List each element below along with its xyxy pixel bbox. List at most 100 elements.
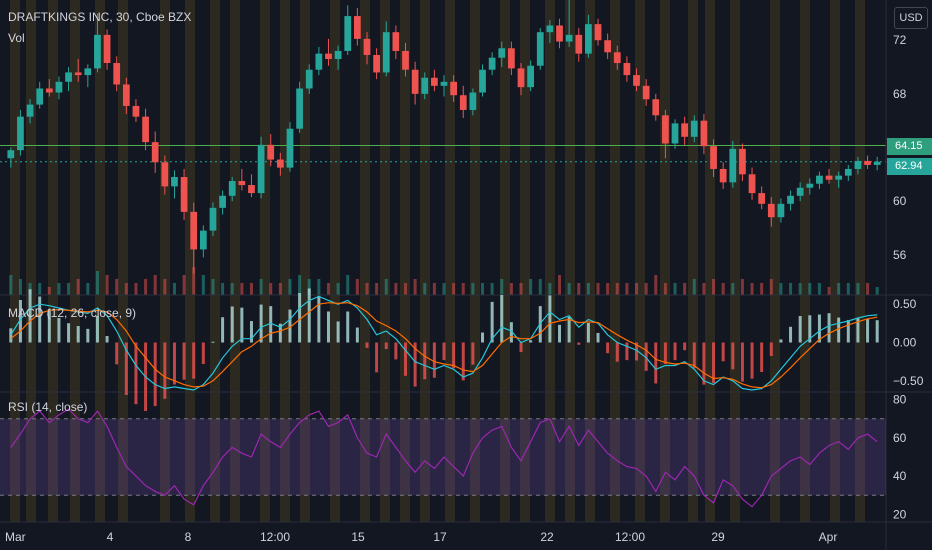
candle-body	[161, 162, 169, 187]
candle-body	[690, 120, 698, 137]
rsi-line	[10, 408, 878, 508]
candle-body	[700, 120, 708, 147]
macd-histogram-bar	[67, 323, 71, 343]
candle-body	[228, 181, 236, 196]
macd-histogram-bar	[76, 326, 80, 343]
macd-histogram-bar	[808, 315, 812, 343]
candle-body	[431, 77, 438, 86]
macd-histogram-bar	[28, 289, 32, 343]
volume-bar	[673, 283, 677, 295]
macd-histogram-bar	[163, 342, 167, 399]
candle-body	[113, 63, 121, 85]
volume-bar	[375, 283, 379, 295]
candle-body	[844, 168, 852, 176]
candle-body	[286, 128, 294, 168]
currency-badge[interactable]: USD	[894, 7, 928, 29]
volume-label[interactable]: Vol	[8, 31, 25, 45]
candle-body	[84, 68, 92, 76]
volume-bar	[702, 283, 706, 295]
candle-body	[344, 16, 352, 51]
volume-bar	[577, 283, 581, 295]
macd-histogram-bar	[769, 342, 773, 356]
volume-bar	[9, 275, 13, 295]
macd-histogram-bar	[57, 317, 61, 343]
candle-body	[373, 54, 380, 73]
macd-tick-label: 0.50	[893, 297, 917, 311]
candle-body	[652, 99, 660, 116]
macd-histogram-bar	[683, 342, 687, 351]
candle-body	[796, 187, 804, 196]
candle-body	[479, 69, 486, 93]
macd-histogram-bar	[336, 321, 340, 343]
time-tick-label: 22	[540, 530, 554, 544]
candle-body	[382, 32, 390, 73]
macd-histogram-bar	[9, 328, 13, 343]
candle-body	[151, 142, 159, 163]
macd-histogram-bar	[750, 342, 754, 379]
macd-histogram-bar	[413, 342, 417, 387]
candle-body	[103, 34, 111, 64]
session-stripe	[800, 0, 810, 522]
volume-bar	[403, 283, 407, 295]
time-tick-label: 4	[107, 530, 114, 544]
macd-histogram-bar	[558, 324, 562, 343]
rsi-title[interactable]: RSI (14, close)	[8, 400, 88, 414]
volume-bar	[567, 283, 571, 295]
volume-bar	[529, 279, 533, 295]
session-stripe	[660, 0, 670, 522]
candle-body	[681, 123, 689, 137]
session-stripe	[360, 0, 370, 522]
volume-bar	[317, 279, 321, 295]
macd-histogram-bar	[201, 342, 205, 364]
volume-bar	[221, 283, 225, 295]
macd-histogram-bar	[269, 306, 273, 343]
rsi-tick-label: 60	[893, 431, 907, 445]
session-stripe	[585, 0, 595, 522]
session-stripe	[95, 0, 105, 522]
volume-bar	[596, 283, 600, 295]
volume-bar	[798, 283, 802, 295]
macd-histogram-bar	[490, 301, 494, 343]
volume-bar	[837, 283, 841, 295]
volume-bar	[259, 279, 263, 295]
candle-body	[671, 123, 679, 144]
volume-bar	[635, 283, 639, 295]
volume-bar	[827, 287, 831, 295]
volume-bar	[18, 279, 22, 295]
volume-bar	[606, 283, 610, 295]
macd-title[interactable]: MACD (12, 26, close, 9)	[8, 306, 137, 320]
candle-body	[257, 144, 265, 194]
session-stripe	[470, 0, 480, 522]
macd-histogram-bar	[866, 318, 870, 343]
session-stripe	[610, 0, 620, 522]
candle-body	[527, 65, 535, 88]
volume-bar	[654, 275, 658, 295]
candle-body	[748, 174, 756, 194]
macd-histogram-bar	[240, 307, 244, 343]
volume-bar	[134, 283, 138, 295]
macd-histogram-bar	[307, 288, 311, 343]
symbol-title[interactable]: DRAFTKINGS INC, 30, Cboe BZX	[8, 10, 192, 24]
rsi-band	[0, 418, 886, 496]
candle-body	[585, 24, 592, 54]
macd-histogram-bar	[124, 342, 128, 395]
macd-histogram-bar	[105, 335, 109, 343]
candle-body	[835, 175, 843, 180]
rsi-tick-label: 80	[893, 393, 907, 407]
volume-bar	[57, 283, 61, 295]
macd-histogram-bar	[172, 342, 176, 385]
volume-bar	[269, 283, 273, 295]
session-stripe	[70, 0, 80, 522]
macd-histogram-bar	[635, 342, 639, 361]
macd-histogram-bar	[712, 342, 716, 384]
session-stripe	[545, 0, 555, 522]
volume-bar	[153, 275, 157, 295]
macd-histogram-bar	[442, 342, 446, 361]
price-tick-label: 60	[893, 194, 907, 208]
macd-histogram-bar	[403, 342, 407, 376]
volume-bar	[163, 279, 167, 295]
session-stripe	[380, 0, 390, 522]
volume-bar	[192, 267, 196, 295]
